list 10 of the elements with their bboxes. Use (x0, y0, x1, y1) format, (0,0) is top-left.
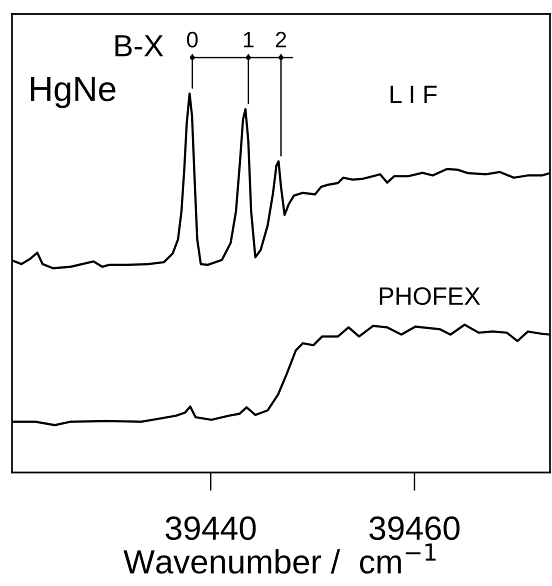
annotation: 0 (187, 32, 198, 48)
x-tick-label: 39440 (166, 516, 256, 540)
annotation: PHOFEX (380, 287, 480, 305)
text: B-X (115, 35, 164, 56)
annotation: L I F (390, 86, 437, 103)
x-axis-title: Wavenumber / cm$^{−1}$ (123, 544, 436, 574)
annotation: 1 (244, 32, 254, 48)
annotation: HgNe (30, 77, 116, 108)
x-tick-label: 39460 (369, 516, 460, 540)
annotation: 2 (276, 32, 286, 48)
